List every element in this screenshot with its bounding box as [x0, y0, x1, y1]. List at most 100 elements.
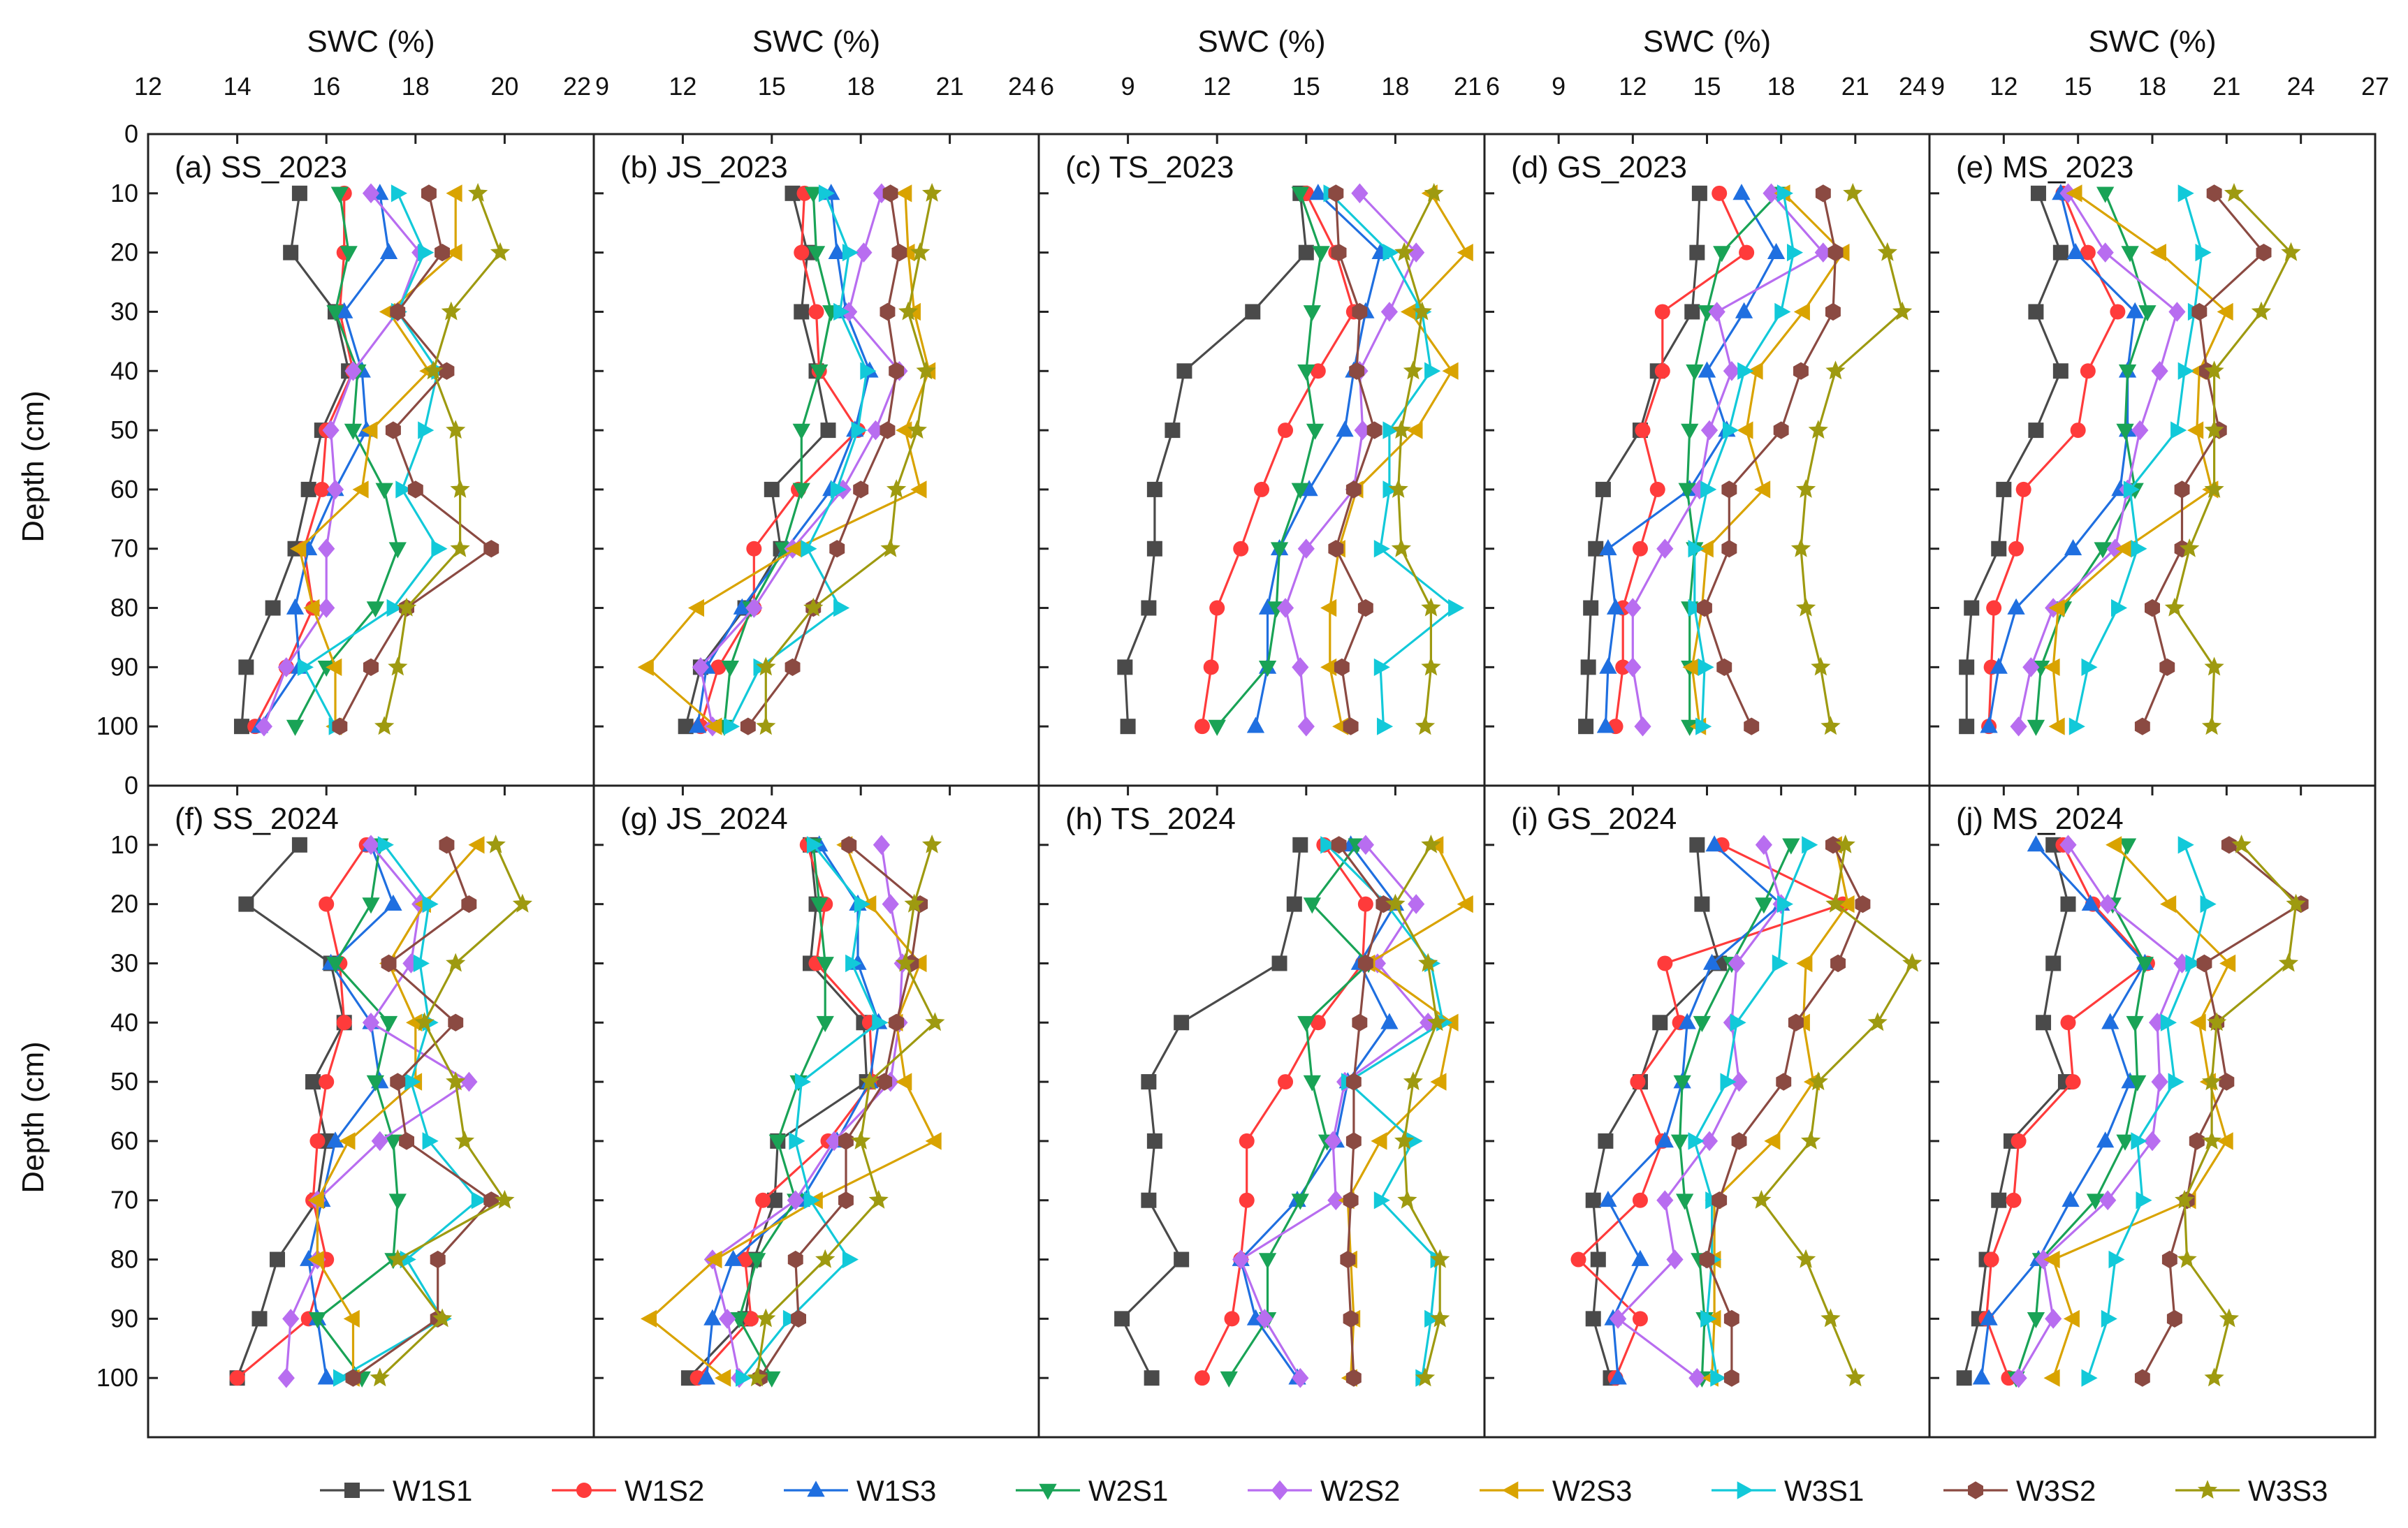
data-point-w2s1 [816, 957, 834, 974]
series-w2s1 [286, 186, 407, 736]
data-point-w1s2 [746, 541, 762, 557]
legend-label: W3S1 [1784, 1474, 1864, 1507]
data-point-w3s2 [882, 184, 898, 203]
data-point-w1s3 [697, 1368, 715, 1385]
x-tick-label: 21 [936, 72, 964, 101]
data-point-w3s3 [423, 360, 444, 380]
series-line-w3s2 [1334, 193, 1376, 727]
data-point-w3s3 [756, 1308, 776, 1328]
data-point-w3s2 [1788, 1013, 1804, 1031]
data-point-w3s2 [1343, 717, 1359, 735]
data-point-w3s2 [1349, 362, 1365, 380]
data-point-w3s1 [2200, 895, 2217, 913]
data-point-w3s1 [806, 836, 823, 854]
data-point-w2s1 [2126, 1015, 2144, 1032]
data-point-w1s1 [265, 600, 281, 616]
data-point-w2s3 [715, 1369, 731, 1387]
data-point-w2s1 [1676, 1193, 1694, 1210]
data-point-w2s2 [1380, 302, 1398, 322]
data-point-w2s3 [307, 1191, 324, 1210]
data-point-w3s3 [1820, 1308, 1841, 1328]
data-point-w1s1 [1585, 1192, 1601, 1208]
series-line-w2s3 [649, 844, 937, 1379]
data-point-w2s2 [2099, 894, 2117, 914]
series-w1s2 [1981, 185, 2126, 735]
data-point-w3s2 [1345, 1073, 1362, 1091]
data-point-w1s3 [1678, 1013, 1696, 1029]
data-point-w3s3 [1835, 835, 1855, 853]
x-tick-label: 16 [312, 72, 340, 101]
data-point-w1s1 [2045, 955, 2062, 971]
x-axis-title: SWC (%) [2088, 24, 2216, 59]
panel-label: (f) SS_2024 [175, 802, 339, 836]
data-point-w2s1 [2138, 305, 2157, 322]
data-point-w2s1 [2136, 957, 2154, 974]
data-point-w3s1 [833, 598, 850, 617]
data-point-w2s2 [1656, 538, 1674, 559]
series-line-w1s2 [699, 193, 859, 727]
data-point-w1s3 [1300, 480, 1318, 497]
x-tick-label: 6 [1040, 72, 1054, 101]
data-point-w3s2 [891, 244, 907, 262]
data-point-w3s3 [922, 835, 942, 853]
data-point-w3s2 [363, 658, 379, 676]
data-point-w1s1 [1583, 600, 1599, 616]
data-point-w3s2 [791, 1309, 806, 1328]
data-point-w2s1 [1291, 483, 1309, 499]
data-point-w2s1 [807, 246, 826, 263]
data-point-w1s1 [2052, 363, 2068, 379]
series-line-w1s3 [705, 844, 880, 1379]
data-point-w1s2 [1310, 363, 1326, 379]
series-w3s3 [756, 183, 942, 735]
data-point-w2s2 [1656, 1190, 1674, 1210]
data-point-w3s1 [471, 1191, 488, 1210]
data-point-w3s1 [333, 1369, 350, 1387]
panel-label: (e) MS_2023 [1956, 150, 2133, 184]
data-point-w1s1 [1286, 896, 1302, 912]
data-point-w3s3 [468, 183, 488, 202]
data-point-w3s1 [422, 895, 439, 913]
data-point-w1s1 [2036, 1015, 2052, 1031]
data-point-w1s1 [1598, 1133, 1614, 1149]
data-point-w3s1 [395, 480, 412, 499]
data-point-w2s2 [2099, 1190, 2117, 1210]
data-point-w2s2 [2168, 302, 2186, 322]
data-point-w1s2 [1632, 1311, 1648, 1327]
data-point-w3s1 [1373, 658, 1390, 676]
panel-h-ts_2024: (h) TS_2024 [1037, 784, 1486, 1439]
data-point-w2s2 [1755, 835, 1772, 855]
data-point-w2s3 [326, 658, 342, 676]
series-line-w3s1 [302, 193, 439, 727]
data-point-w3s3 [907, 420, 927, 439]
legend-label: W2S3 [1552, 1474, 1632, 1507]
data-point-w1s2 [1239, 1133, 1255, 1149]
data-point-w2s1 [1291, 1193, 1309, 1210]
data-point-w2s3 [446, 244, 462, 262]
data-point-w2s3 [896, 1073, 912, 1091]
data-point-w3s2 [1328, 540, 1344, 558]
data-point-w2s2 [1325, 1131, 1342, 1152]
data-point-w3s3 [1430, 1249, 1450, 1268]
data-point-w3s3 [1820, 716, 1841, 735]
data-point-w1s1 [1141, 1074, 1157, 1090]
data-point-w2s1 [2116, 423, 2134, 440]
data-point-w3s2 [2206, 184, 2222, 203]
series-w3s3 [1751, 835, 1922, 1387]
series-line-w2s2 [699, 193, 901, 727]
series-w3s1 [1688, 184, 1804, 735]
series-line-w3s3 [1397, 193, 1436, 727]
data-point-w3s1 [2123, 480, 2140, 499]
data-point-w3s3 [1843, 183, 1863, 202]
data-point-w1s2 [743, 1311, 759, 1327]
data-point-w1s3 [2096, 1131, 2115, 1148]
data-point-w1s1 [1959, 659, 1975, 675]
panel-label: (a) SS_2023 [175, 150, 347, 184]
data-point-w2s3 [361, 421, 378, 439]
y-tick-label: 60 [110, 475, 138, 504]
series-line-w2s3 [645, 193, 931, 728]
data-point-w2s1 [2086, 1193, 2105, 1210]
data-point-w3s3 [2231, 835, 2252, 853]
legend-label: W1S1 [393, 1474, 472, 1507]
x-tick-label: 18 [402, 72, 430, 101]
data-point-w3s2 [2196, 954, 2212, 973]
